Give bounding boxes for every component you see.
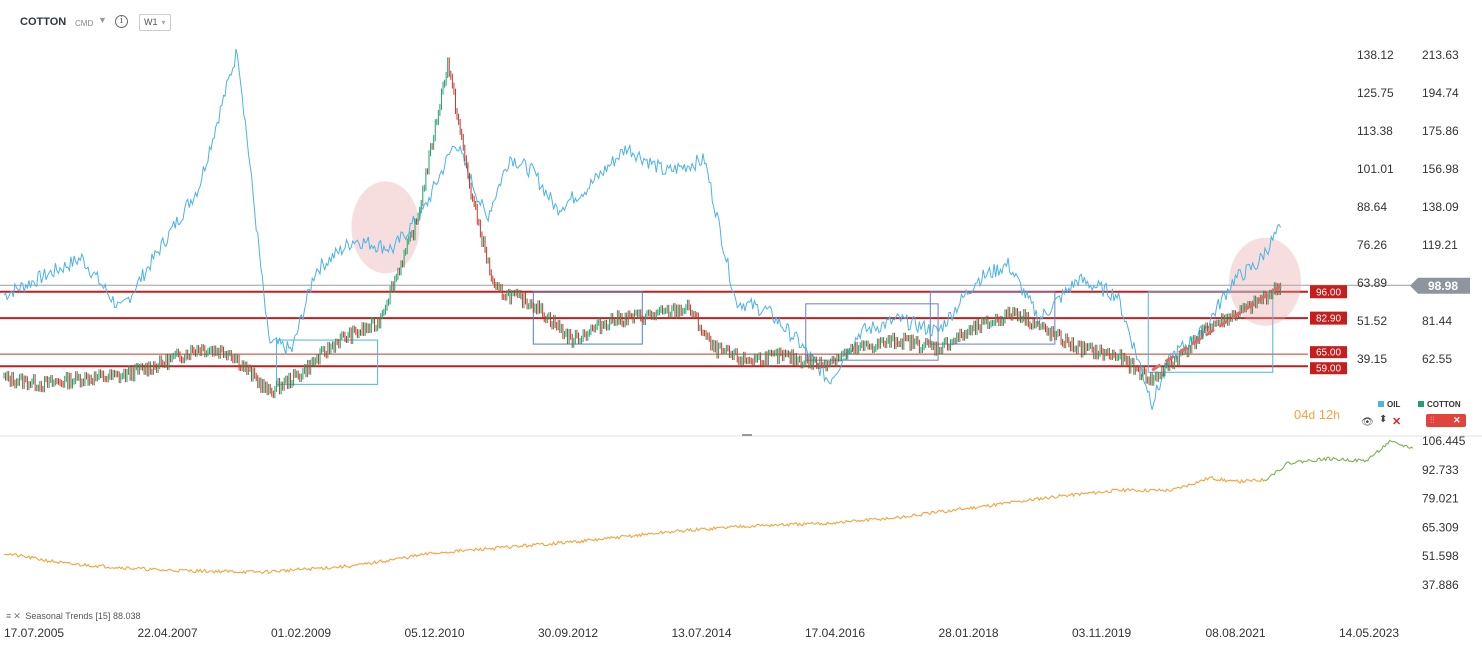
settings-icon[interactable]: ≡: [6, 611, 12, 621]
x-axis-tick: 30.09.2012: [538, 626, 598, 640]
level-badge-65-bg: [1310, 346, 1347, 359]
axis-left-tick: 113.38: [1357, 124, 1393, 138]
axis-lower-tick: 37.886: [1422, 578, 1459, 592]
axis-right-tick: 194.74: [1422, 86, 1459, 100]
axis-left-tick: 63.89: [1357, 276, 1387, 290]
seasonal-projection-line: [1264, 439, 1414, 482]
x-axis-tick: 13.07.2014: [672, 626, 732, 640]
level-badge-65: 65.00: [1310, 346, 1347, 359]
chart-toolbar: COTTON CMD ▼ i W1 ▾: [0, 0, 1482, 44]
symbol-label[interactable]: COTTON: [20, 16, 67, 28]
axis-right-tick: 119.21: [1422, 238, 1458, 252]
eye-icon[interactable]: 👁: [1361, 417, 1374, 428]
close-icon[interactable]: ✕: [13, 611, 21, 621]
reorder-icon[interactable]: ⬍: [1379, 414, 1388, 425]
axis-left-tick: 88.64: [1357, 200, 1387, 214]
x-axis-tick: 14.05.2023: [1339, 626, 1399, 640]
axis-lower-tick: 92.733: [1422, 463, 1459, 477]
level-badge-82-90-text: 82.90: [1316, 314, 1341, 325]
countdown-hours: 12: [1318, 407, 1334, 422]
level-badge-96-text: 96.00: [1316, 287, 1341, 298]
axis-right-tick: 175.86: [1422, 124, 1459, 138]
countdown-hours-unit: h: [1333, 408, 1340, 422]
series-line-oil: [3, 48, 1282, 410]
seasonal-panel: [3, 439, 1414, 575]
level-badge-65-text: 65.00: [1316, 348, 1341, 359]
level-badge-82-90-bg: [1310, 311, 1347, 325]
level-badge-59-bg: [1310, 362, 1347, 375]
range-box: [1147, 291, 1274, 373]
highlight-ellipse: [351, 181, 420, 274]
axis-left-tick: 125.75: [1357, 86, 1394, 100]
legend-oil[interactable]: OIL: [1378, 400, 1400, 409]
axis-right-tick: 213.63: [1422, 48, 1459, 62]
price-panel: [0, 48, 1418, 410]
close-icon[interactable]: ✕: [1453, 415, 1461, 425]
cotton-color-swatch: [1418, 401, 1424, 407]
axis-left-tick: 76.26: [1357, 238, 1387, 252]
axis-left-tick: 39.15: [1357, 352, 1387, 366]
axis-right-tick: 81.44: [1422, 314, 1452, 328]
range-box: [275, 339, 379, 385]
axis-lower-tick: 106.445: [1422, 434, 1466, 448]
x-axis-tick: 22.04.2007: [138, 626, 198, 640]
level-badge-59-text: 59.00: [1316, 364, 1341, 375]
seasonal-value: 88.038: [112, 611, 141, 621]
level-badge-96-bg: [1310, 285, 1347, 299]
market-label: CMD: [75, 19, 94, 28]
close-icon[interactable]: ✕: [1392, 416, 1402, 428]
x-axis-tick: 05.12.2010: [405, 626, 465, 640]
info-icon[interactable]: i: [115, 15, 128, 28]
seasonal-period: [15]: [95, 611, 111, 621]
seasonal-trends: Trends: [65, 611, 93, 621]
panel-resize-handle[interactable]: [742, 434, 752, 436]
seasonal-line: [3, 475, 1266, 575]
current-price-label: 98.98: [1410, 277, 1470, 294]
level-badge-82-90: 82.90: [1310, 311, 1347, 325]
axis-lower-tick: 65.309: [1422, 520, 1459, 534]
chevron-down-icon[interactable]: ▼: [98, 15, 107, 25]
level-badge-59: 59.00: [1310, 362, 1347, 375]
seasonal-name: Seasonal: [25, 611, 63, 621]
x-axis-tick: 28.01.2018: [939, 626, 999, 640]
current-price-text: 98.98: [1428, 279, 1458, 293]
oil-color-swatch: [1378, 401, 1384, 407]
chevron-down-icon: ▾: [161, 18, 166, 27]
axes: 138.12 125.75 113.38 101.01 88.64 76.26 63.89 5…: [0, 48, 1482, 640]
level-badge-96: 96.00: [1310, 285, 1347, 299]
trend-line: [1151, 282, 1286, 372]
x-axis-tick: 01.02.2009: [271, 626, 331, 640]
axis-lower-tick: 51.598: [1422, 549, 1459, 563]
countdown-days: 04: [1294, 407, 1309, 422]
legend-oil-label: OIL: [1387, 400, 1401, 409]
axis-right-tick: 138.09: [1422, 200, 1459, 214]
axis-right-tick: 62.55: [1422, 352, 1452, 366]
timeframe-value: W1: [144, 17, 158, 27]
current-price-bg: [1410, 277, 1470, 294]
x-axis-tick: 17.04.2016: [805, 626, 865, 640]
countdown-days-unit: d: [1308, 408, 1316, 422]
axis-left-tick: 138.12: [1357, 48, 1394, 62]
x-axis-tick: 17.07.2005: [4, 626, 64, 640]
axis-left-tick: 51.52: [1357, 314, 1387, 328]
candles-icon[interactable]: ⫶⫶: [1430, 415, 1435, 425]
x-axis-tick: 08.08.2021: [1206, 626, 1266, 640]
legend-cotton-label: COTTON: [1427, 400, 1461, 409]
axis-left-tick: 101.01: [1357, 162, 1394, 176]
axis-right-tick: 156.98: [1422, 162, 1459, 176]
cotton-series-controls[interactable]: ⫶⫶ ✕: [1426, 414, 1466, 427]
axis-lower-tick: 79.021: [1422, 492, 1459, 506]
candle-countdown: 04d 12h: [1294, 407, 1340, 422]
seasonal-indicator-label[interactable]: ≡ ✕ Seasonal Trends [15] 88.038: [6, 611, 140, 622]
highlight-ellipse: [1229, 237, 1302, 326]
legend-cotton[interactable]: COTTON: [1418, 400, 1461, 409]
range-box: [929, 291, 1056, 345]
x-axis-tick: 03.11.2019: [1072, 626, 1131, 640]
timeframe-select[interactable]: W1 ▾: [139, 14, 171, 31]
